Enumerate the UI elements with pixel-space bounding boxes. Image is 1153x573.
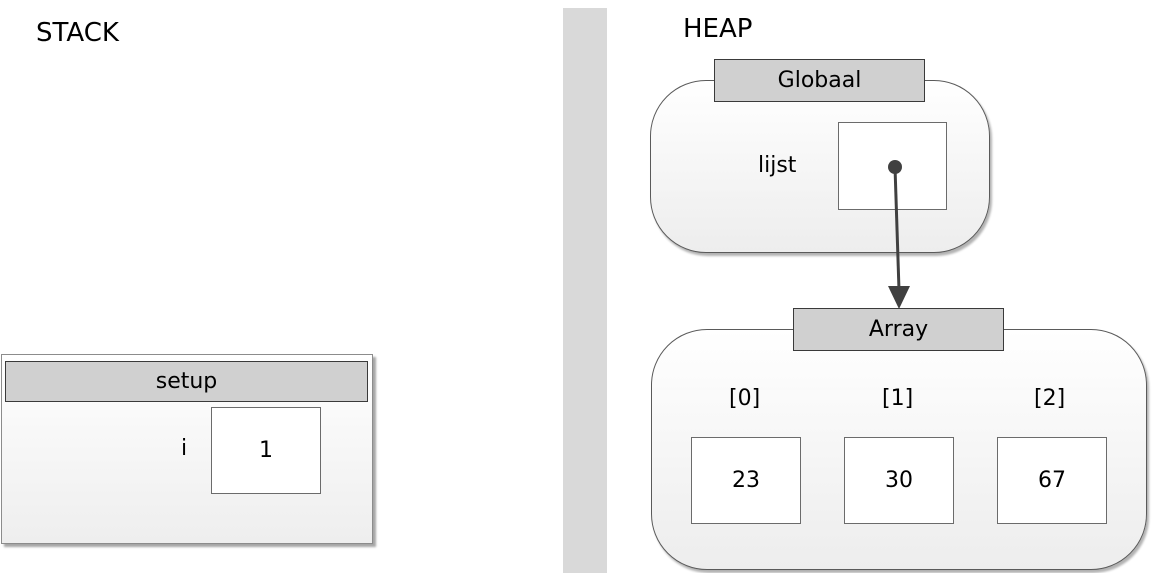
reference-arrow-line (893, 166, 901, 291)
array-index-label: [2] (1034, 386, 1066, 411)
stack-variable-name: i (181, 436, 188, 461)
array-index-label: [1] (882, 386, 914, 411)
global-variable-name: lijst (758, 153, 797, 178)
stack-heap-divider (563, 8, 607, 573)
array-object-header: Array (793, 308, 1004, 351)
array-element-cell: 67 (997, 437, 1107, 524)
stack-frame-header: setup (5, 361, 368, 402)
reference-arrowhead (888, 286, 910, 309)
reference-dot (888, 160, 902, 174)
stack-title: STACK (36, 18, 119, 48)
global-scope-header: Globaal (714, 59, 925, 102)
stack-variable-value: 1 (211, 407, 321, 494)
array-element-cell: 23 (691, 437, 801, 524)
array-index-label: [0] (729, 386, 761, 411)
array-element-cell: 30 (844, 437, 954, 524)
heap-title: HEAP (683, 14, 753, 44)
